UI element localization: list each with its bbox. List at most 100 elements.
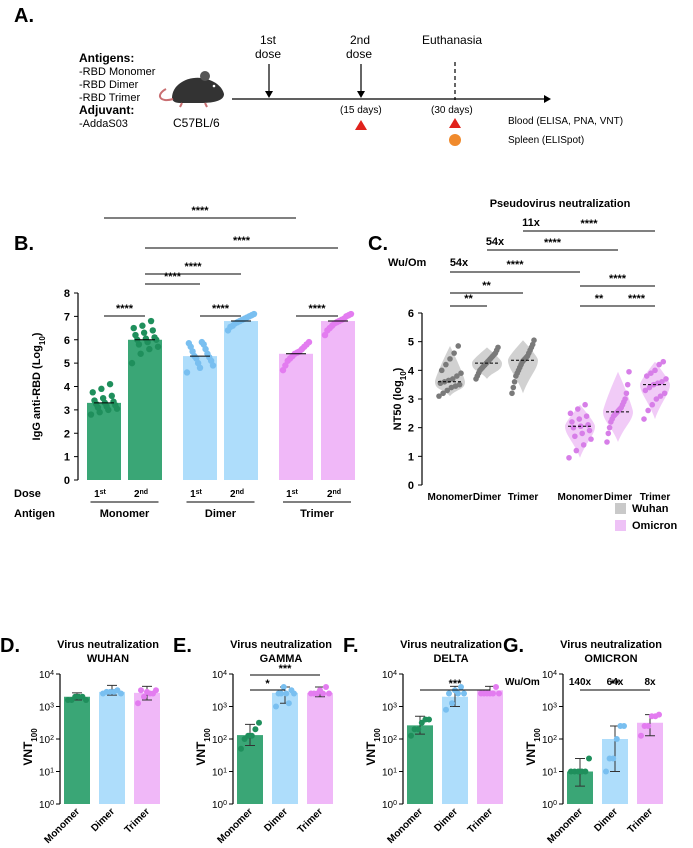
data-point <box>146 345 153 353</box>
data-point <box>139 322 146 329</box>
data-point <box>458 370 464 377</box>
dose-tick-label: 1st <box>94 489 106 501</box>
data-point <box>495 344 501 351</box>
significance-label: **** <box>544 237 562 249</box>
y-tick-label: 102 <box>382 735 397 747</box>
panel-f-chart: F. Virus neutralization DELTA 100 101 102 103 1… <box>343 635 503 846</box>
data-point <box>649 401 656 408</box>
data-point <box>638 732 644 739</box>
y-tick-label: 103 <box>212 702 227 714</box>
y-tick-label: 104 <box>39 670 54 682</box>
data-point <box>626 368 632 375</box>
row-label-antigen: Antigen <box>14 508 55 520</box>
data-point <box>83 697 89 703</box>
data-point <box>582 768 589 775</box>
y-tick-label: 101 <box>382 767 397 779</box>
data-point <box>573 447 580 454</box>
chart-title: Pseudovirus neutralization <box>490 198 631 210</box>
ratio-value: 11x <box>522 217 541 229</box>
significance-label: **** <box>191 205 209 217</box>
ratio-label: Wu/Om <box>505 677 540 688</box>
data-point <box>653 396 660 402</box>
data-point <box>663 376 669 382</box>
significance-label: **** <box>164 271 182 283</box>
data-point <box>305 338 313 346</box>
data-point <box>317 687 323 694</box>
data-point <box>415 726 422 733</box>
data-point <box>108 392 116 400</box>
y-tick-label: 0 <box>64 475 70 487</box>
x-tick-label: Trimer <box>123 806 152 835</box>
data-point <box>443 361 449 368</box>
ratio-value: 8x <box>644 677 656 688</box>
data-point <box>610 755 617 762</box>
data-point <box>456 381 463 388</box>
dose1-label: dose <box>255 47 281 61</box>
significance-label: ** <box>464 293 473 305</box>
legend-swatch <box>615 503 626 514</box>
data-point <box>443 706 449 713</box>
data-point <box>137 350 144 357</box>
y-tick-label: 100 <box>542 800 557 812</box>
data-point <box>132 331 139 339</box>
bar <box>134 692 160 804</box>
data-point <box>493 684 499 690</box>
spleen-circle <box>449 134 461 146</box>
data-point <box>248 732 255 739</box>
data-point <box>454 373 460 379</box>
data-point <box>586 755 592 762</box>
data-point <box>426 716 432 723</box>
x-tick-label: Dimer <box>89 806 117 834</box>
significance-label: **** <box>308 303 326 315</box>
x-tick-label: Trimer <box>640 492 671 503</box>
data-point <box>496 690 502 697</box>
y-tick-label: 2 <box>408 423 414 435</box>
data-point <box>461 690 467 697</box>
data-point <box>252 726 259 733</box>
data-point <box>623 390 630 397</box>
data-point <box>659 379 665 385</box>
data-point <box>642 387 649 394</box>
significance-label: ** <box>595 293 604 305</box>
significance-label: **** <box>628 293 646 305</box>
panel-letter: C. <box>368 233 388 255</box>
mouse-strain-label: C57BL/6 <box>173 116 220 130</box>
data-point <box>509 390 515 397</box>
data-point <box>238 745 244 752</box>
y-tick-label: 4 <box>64 382 71 394</box>
significance-label: **** <box>212 303 230 315</box>
y-tick-label: 104 <box>542 670 557 682</box>
blood-triangle <box>449 118 461 128</box>
antigens-title: Antigens: <box>79 51 134 65</box>
data-point <box>135 700 141 707</box>
data-point <box>624 381 631 388</box>
data-point <box>147 317 155 325</box>
x-tick-label: Trimer <box>296 806 325 835</box>
panel-a: A. Antigens: -RBD Monomer -RBD Dimer -RB… <box>14 5 623 146</box>
mouse-icon <box>158 71 224 108</box>
timeline-arrowhead <box>544 95 551 103</box>
x-tick-label: Dimer <box>473 492 501 503</box>
data-point <box>449 700 455 707</box>
data-point <box>436 393 442 399</box>
data-point <box>198 338 206 346</box>
dose-tick-label: 2nd <box>230 489 244 501</box>
y-tick-label: 103 <box>39 702 54 714</box>
data-point <box>250 310 258 318</box>
data-point <box>311 690 317 697</box>
data-point <box>326 690 332 697</box>
data-point <box>128 359 136 367</box>
data-point <box>458 684 464 690</box>
significance-label: *** <box>279 663 293 675</box>
significance-label: **** <box>609 273 627 285</box>
legend-label: Wuhan <box>632 503 669 515</box>
data-point <box>661 390 668 397</box>
dose2-label: 2nd <box>350 33 370 47</box>
dose-tick-label: 1st <box>190 489 202 501</box>
y-tick-label: 101 <box>39 767 54 779</box>
y-axis-label: VNT100 <box>21 728 39 766</box>
bar <box>224 321 258 480</box>
panel-e-chart: E. Virus neutralization GAMMA 100 101 102 103 1… <box>173 635 333 846</box>
antigen-item: -RBD Monomer <box>79 66 156 78</box>
significance-label: * <box>265 678 270 690</box>
